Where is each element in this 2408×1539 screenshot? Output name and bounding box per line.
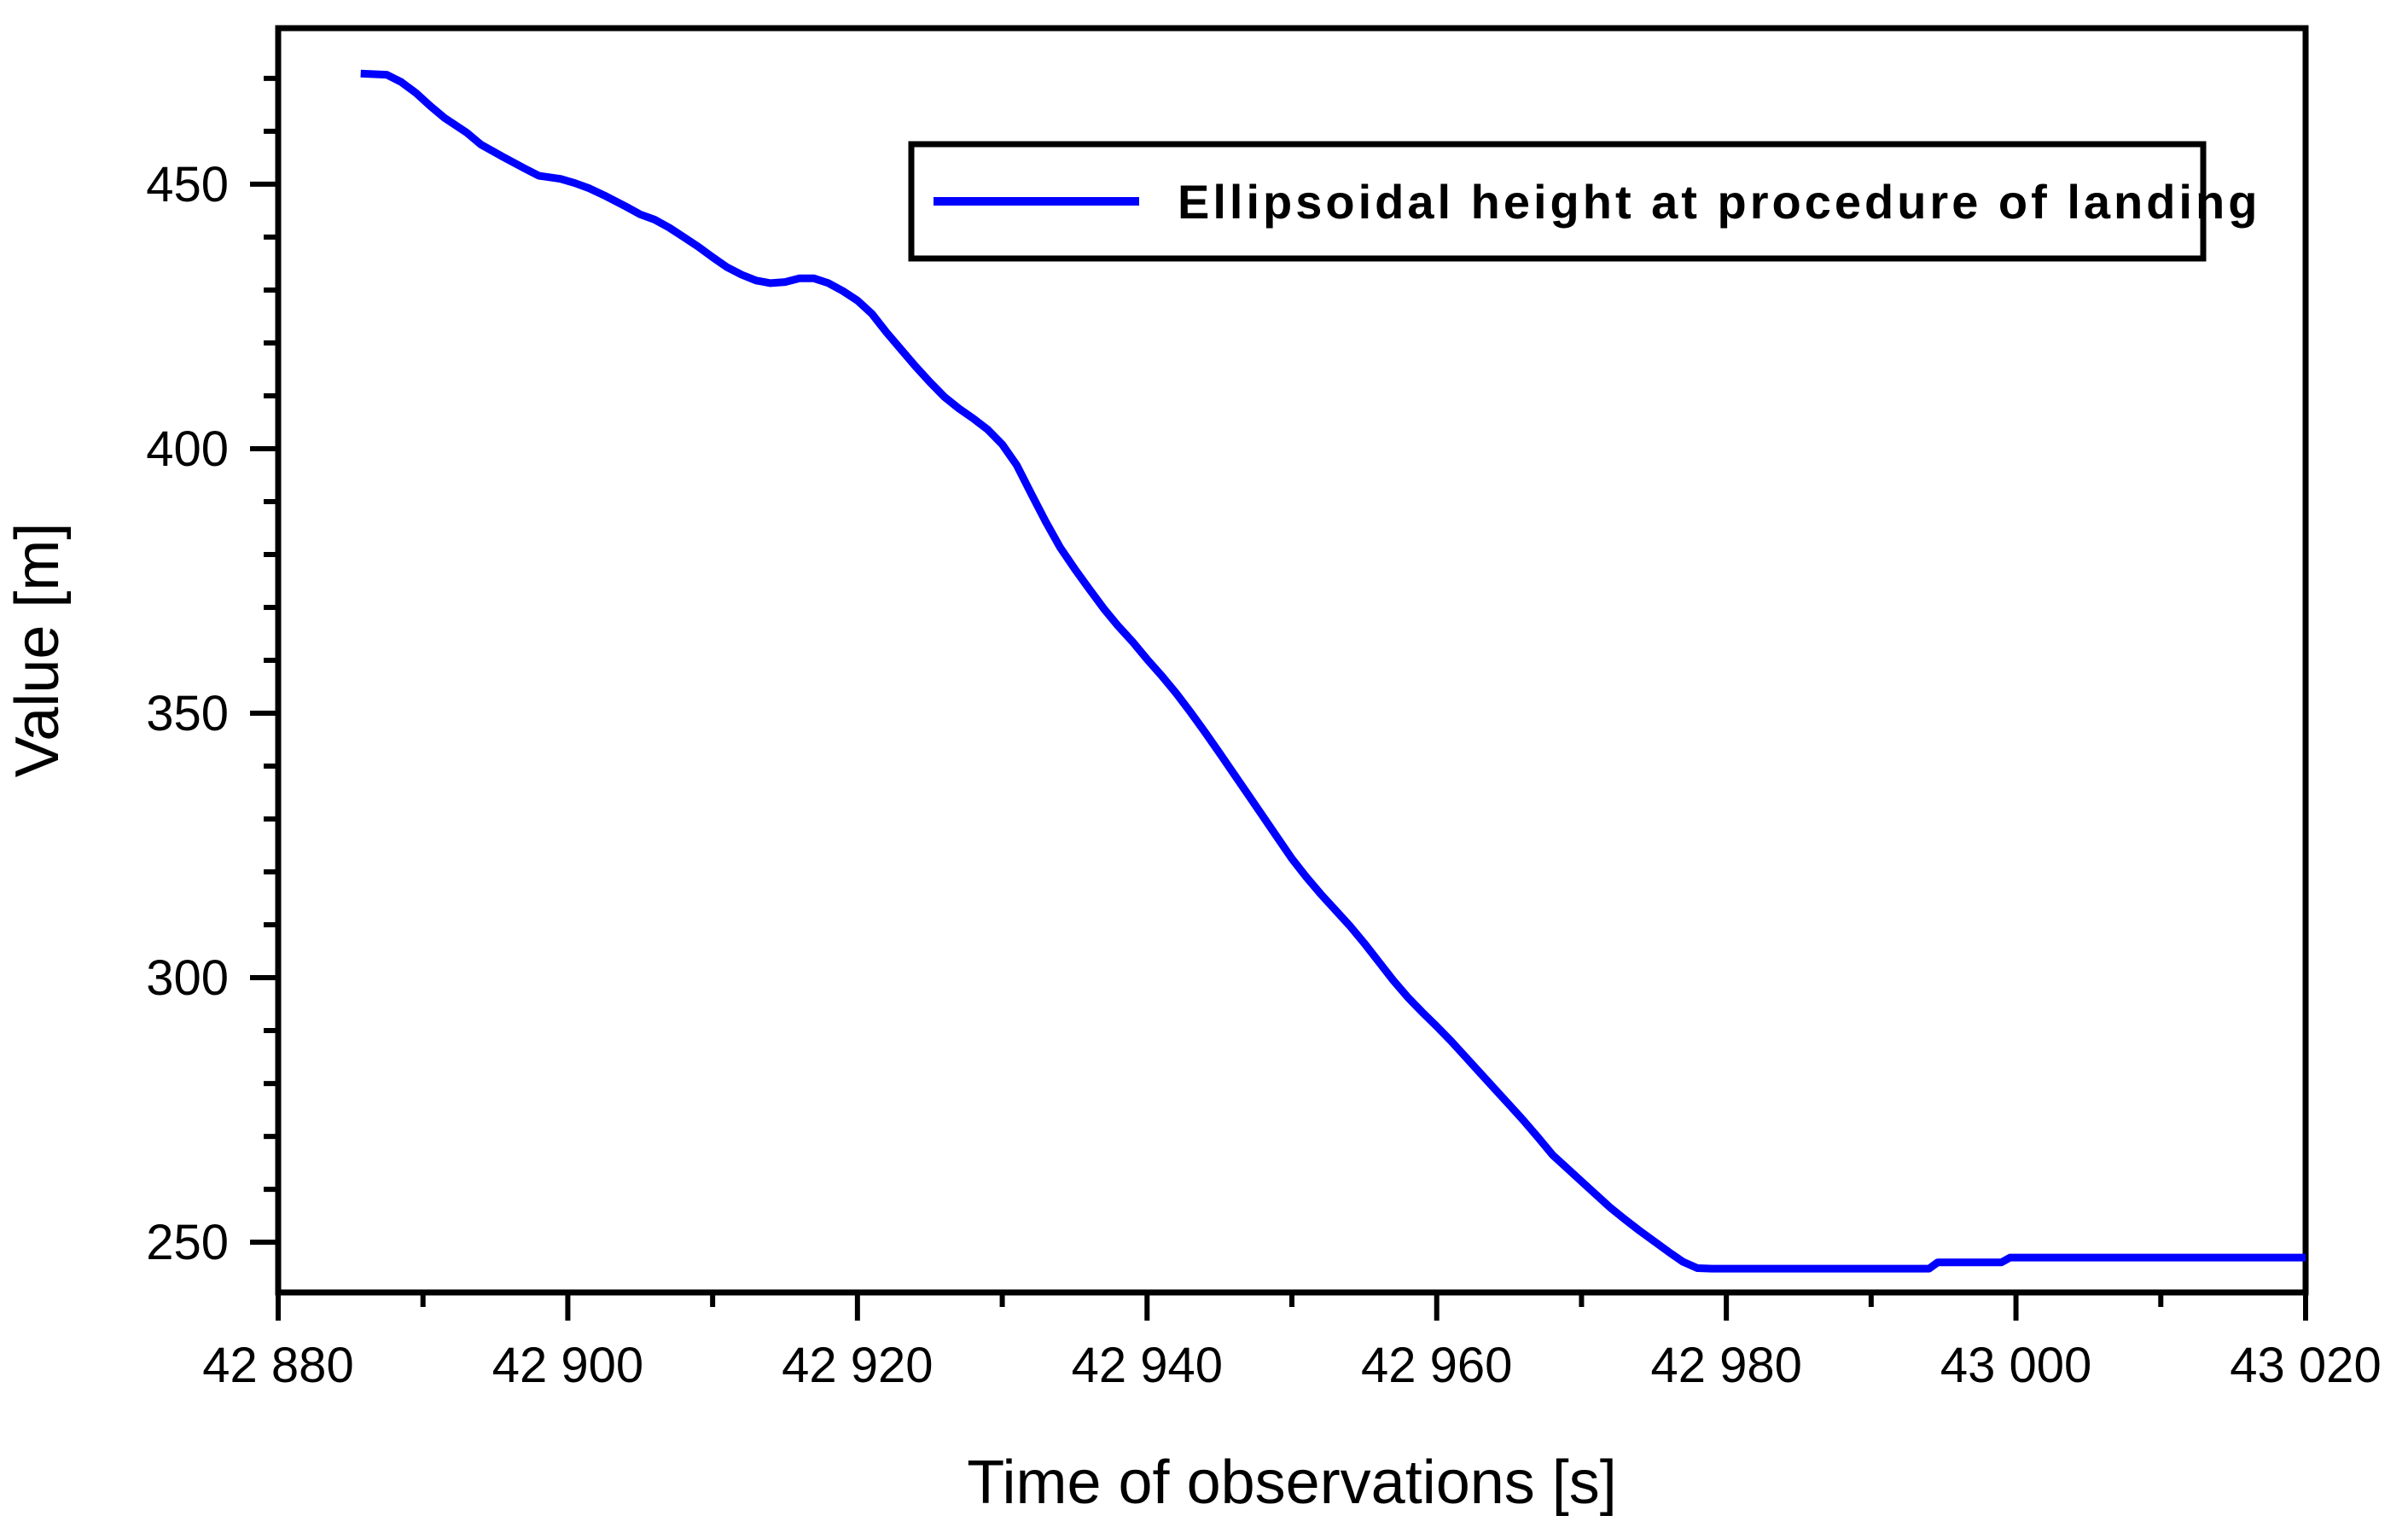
x-tick-label: 43 000 bbox=[1940, 1338, 2091, 1393]
y-axis-title: Value [m] bbox=[3, 523, 72, 778]
x-tick-label: 42 900 bbox=[492, 1338, 643, 1393]
legend: Ellipsoidal height at procedure of landi… bbox=[908, 141, 2260, 262]
x-tick-label: 42 940 bbox=[1072, 1338, 1223, 1393]
y-tick-label: 350 bbox=[146, 686, 229, 741]
x-tick-label: 42 920 bbox=[782, 1338, 933, 1393]
x-tick-label: 42 880 bbox=[202, 1338, 353, 1393]
y-tick-label: 300 bbox=[146, 950, 229, 1006]
x-tick-label: 43 020 bbox=[2230, 1338, 2381, 1393]
x-axis-title: Time of observations [s] bbox=[967, 1449, 1617, 1517]
x-axis: 42 880 42 900 42 920 42 940 42 960 42 980 43 0… bbox=[202, 1292, 2382, 1393]
x-tick-label: 42 960 bbox=[1361, 1338, 1512, 1393]
x-tick-label: 42 980 bbox=[1650, 1338, 1801, 1393]
y-tick-label: 400 bbox=[146, 421, 229, 477]
data-line-ellipsoidal-height bbox=[360, 69, 2306, 1273]
y-tick-label: 250 bbox=[146, 1215, 229, 1270]
y-tick-label: 450 bbox=[146, 157, 229, 212]
y-axis: 250 300 350 400 450 bbox=[146, 75, 278, 1270]
legend-label: Ellipsoidal height at procedure of landi… bbox=[1178, 175, 2260, 229]
